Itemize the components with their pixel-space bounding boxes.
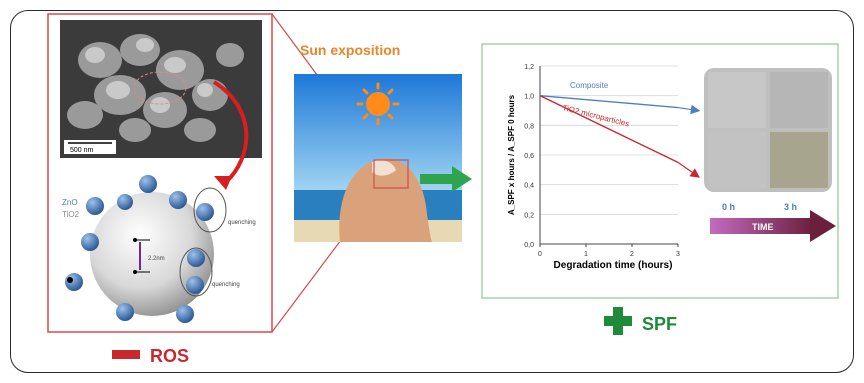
y-tick-label: 0,0 bbox=[524, 242, 534, 249]
y-tick-label: 0,2 bbox=[524, 212, 534, 219]
y-tick-label: 0,4 bbox=[524, 183, 534, 190]
plus-icon bbox=[604, 307, 632, 335]
time-arrow bbox=[710, 210, 836, 242]
sem-scale-label: 500 nm bbox=[70, 147, 94, 154]
quenching-label-bottom: quenching bbox=[212, 282, 240, 288]
sun-icon bbox=[356, 82, 400, 126]
sem-image bbox=[60, 20, 262, 158]
time-arrow-label: TIME bbox=[752, 222, 774, 232]
x-tick-label: 2 bbox=[630, 251, 634, 258]
quenching-label-top: quenching bbox=[228, 220, 256, 226]
minus-icon bbox=[112, 350, 140, 359]
tio2-legend: TiO2 bbox=[62, 210, 80, 219]
series-arrow bbox=[677, 161, 700, 178]
x-tick-label: 1 bbox=[584, 251, 588, 258]
x-axis-label: Degradation time (hours) bbox=[554, 260, 673, 271]
y-tick-label: 0,6 bbox=[524, 153, 534, 160]
time-end-label: 3 h bbox=[784, 202, 797, 212]
ros-label: ROS bbox=[150, 346, 190, 366]
particle-schematic bbox=[65, 175, 227, 323]
y-tick-label: 1,2 bbox=[524, 64, 534, 71]
x-tick-label: 0 bbox=[538, 251, 542, 258]
series-line bbox=[539, 95, 679, 164]
skin-photo bbox=[294, 74, 462, 242]
green-arrow bbox=[420, 166, 472, 192]
figure-frame bbox=[10, 10, 854, 373]
x-tick-label: 3 bbox=[676, 251, 680, 258]
zoom-arrow bbox=[212, 80, 249, 184]
sample-photos bbox=[704, 68, 832, 192]
time-start-label: 0 h bbox=[722, 202, 735, 212]
distance-label: 2.2nm bbox=[148, 256, 165, 262]
series-line bbox=[539, 94, 679, 109]
spf-label: SPF bbox=[642, 314, 678, 334]
sun-exposition-label: Sun exposition bbox=[300, 42, 401, 58]
y-tick-label: 1,0 bbox=[524, 94, 534, 101]
y-tick-label: 0,8 bbox=[524, 123, 534, 130]
zno-balls bbox=[65, 175, 214, 323]
y-axis-label: A_SPF x hours / A_SPF 0 hours bbox=[507, 94, 516, 215]
zno-legend: ZnO bbox=[62, 198, 78, 207]
zoom-arrowhead bbox=[214, 176, 232, 190]
series-label: Composite bbox=[570, 81, 609, 90]
series-arrow bbox=[677, 104, 701, 115]
